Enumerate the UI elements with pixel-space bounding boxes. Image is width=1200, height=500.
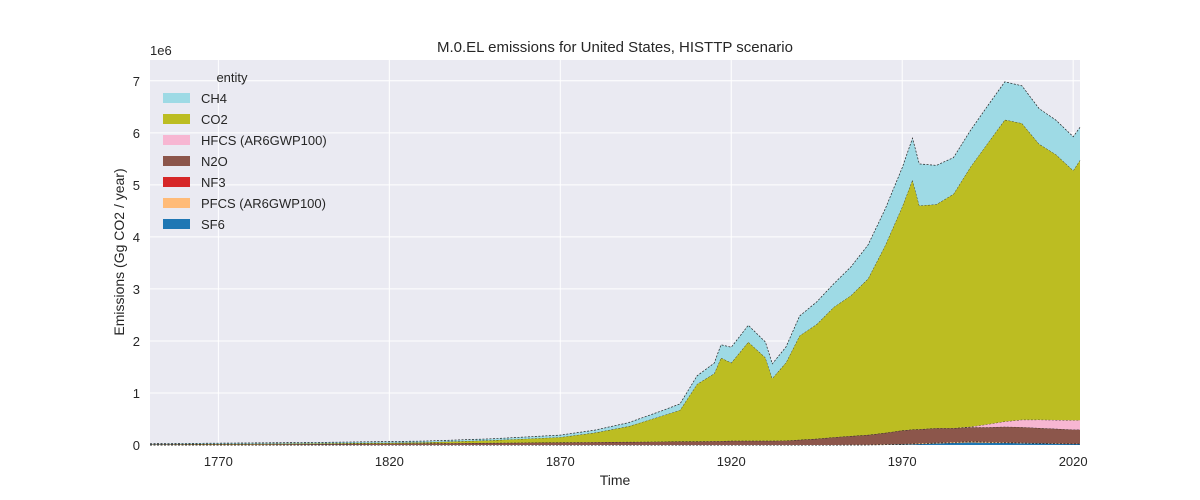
legend-swatch-nf3 [163,177,190,187]
chart-title: M.0.EL emissions for United States, HIST… [437,39,793,56]
legend: entity CH4 CO2 HFCS (AR6GWP100) N2O NF3 PFCS … [163,70,327,232]
area-n2o [150,426,1080,445]
legend-label-co2: CO2 [201,112,228,127]
legend-swatch-hfcs-ar6gwp100 [163,135,190,145]
y-axis-ticks: 0 1 2 3 4 5 6 7 [133,74,140,453]
x-tick-label: 1870 [546,454,575,469]
x-axis-label: Time [600,472,631,488]
legend-swatch-co2 [163,114,190,124]
x-tick-label: 1970 [888,454,917,469]
stacked-areas [149,81,1081,446]
y-axis-offset-label: 1e6 [150,43,172,58]
area-co2 [150,119,1080,445]
legend-swatch-ch4 [163,93,190,103]
y-tick-label: 3 [133,282,140,297]
legend-swatch-pfcs-ar6gwp100 [163,198,190,208]
area-ch4 [150,81,1080,445]
y-tick-label: 7 [133,74,140,89]
legend-label-nf3: NF3 [201,175,226,190]
area-sf6 [150,442,1080,445]
x-tick-label: 1820 [375,454,404,469]
y-tick-label: 5 [133,178,140,193]
legend-swatch-n2o [163,156,190,166]
x-tick-label: 1920 [717,454,746,469]
legend-label-ch4: CH4 [201,91,227,106]
y-tick-label: 0 [133,438,140,453]
y-tick-label: 2 [133,334,140,349]
x-tick-label: 2020 [1059,454,1088,469]
y-tick-label: 1 [133,386,140,401]
legend-title: entity [216,70,248,85]
legend-label-pfcs-ar6gwp100: PFCS (AR6GWP100) [201,196,326,211]
y-tick-label: 4 [133,230,140,245]
legend-label-hfcs-ar6gwp100: HFCS (AR6GWP100) [201,133,327,148]
y-tick-label: 6 [133,126,140,141]
legend-label-n2o: N2O [201,154,228,169]
legend-swatch-sf6 [163,219,190,229]
area-edge-ch4 [149,81,1081,445]
y-axis-label: Emissions (Gg CO2 / year) [111,168,127,335]
x-tick-label: 1770 [204,454,233,469]
legend-label-sf6: SF6 [201,217,225,232]
x-axis-ticks: 1770 1820 1870 1920 1970 2020 [204,454,1088,469]
